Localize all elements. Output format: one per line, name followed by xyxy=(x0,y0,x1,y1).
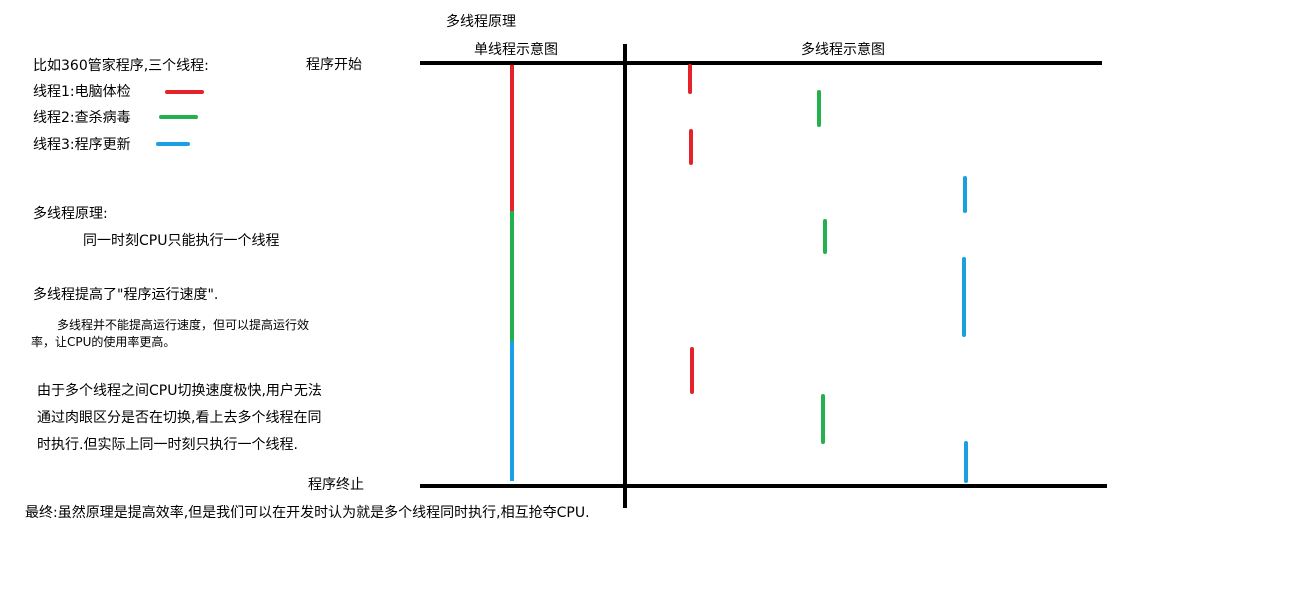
switching-line-1: 由于多个线程之间CPU切换速度极快,用户无法 xyxy=(37,383,322,399)
switching-line-3: 时执行.但实际上同一时刻只执行一个线程. xyxy=(37,437,298,453)
legend-thread-1-swatch xyxy=(165,90,204,94)
switching-line-2: 通过肉眼区分是否在切换,看上去多个线程在同 xyxy=(37,410,322,426)
principle-heading: 多线程原理: xyxy=(33,206,108,222)
principle-text: 同一时刻CPU只能执行一个线程 xyxy=(83,233,280,249)
legend-thread-1: 线程1:电脑体检 xyxy=(33,84,131,100)
legend-thread-3-swatch xyxy=(156,142,190,146)
speed-line-1: 多线程并不能提高运行速度，但可以提高运行效 xyxy=(57,318,310,332)
program-start-label: 程序开始 xyxy=(306,57,362,73)
conclusion-text: 最终:虽然原理是提高效率,但是我们可以在开发时认为就是多个线程同时执行,相互抢夺… xyxy=(25,505,590,521)
legend-thread-2-swatch xyxy=(159,115,198,119)
legend-thread-2: 线程2:查杀病毒 xyxy=(33,110,131,126)
program-end-label: 程序终止 xyxy=(308,477,364,493)
intro-text: 比如360管家程序,三个线程: xyxy=(33,58,209,74)
legend-thread-3: 线程3:程序更新 xyxy=(33,137,131,153)
speed-heading: 多线程提高了"程序运行速度". xyxy=(33,287,219,303)
single-thread-label: 单线程示意图 xyxy=(474,42,558,58)
page-title: 多线程原理 xyxy=(446,14,516,30)
speed-line-2: 率，让CPU的使用率更高。 xyxy=(31,335,176,349)
multi-thread-label: 多线程示意图 xyxy=(801,42,885,58)
